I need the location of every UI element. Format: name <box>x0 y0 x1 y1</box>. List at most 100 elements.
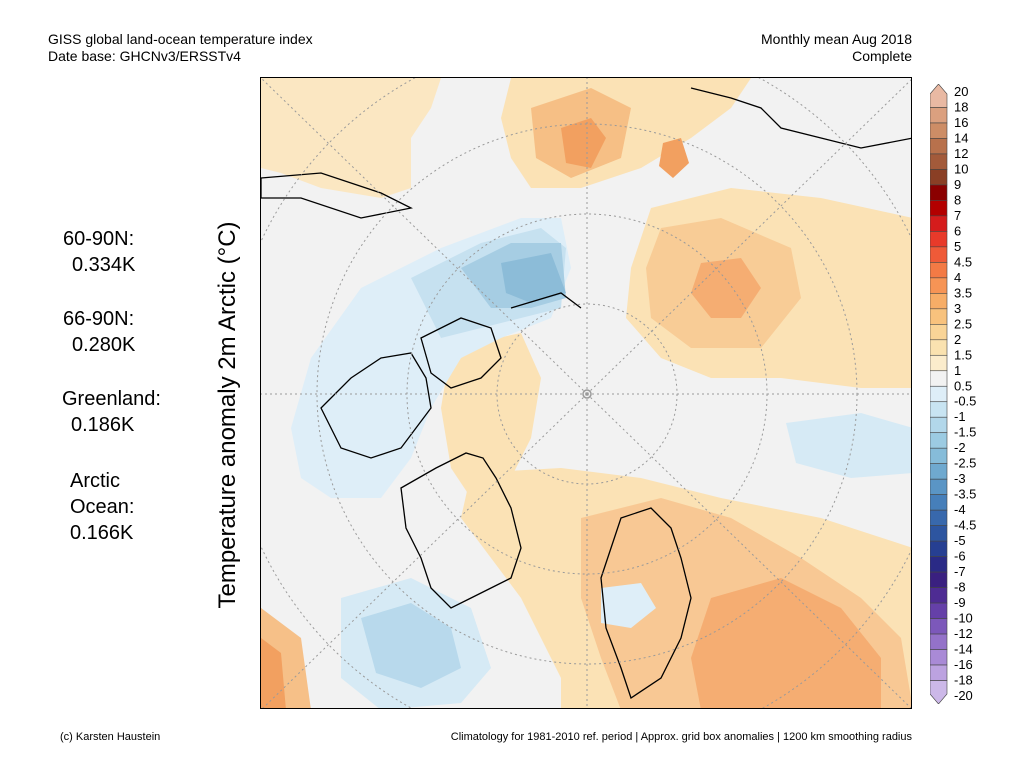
siberia-coast <box>690 87 911 149</box>
stat-region: 60-90N: <box>63 228 135 250</box>
colorbar-tick-label: -6 <box>954 549 966 564</box>
stat-66-90n: 66-90N: 0.280K <box>63 306 135 358</box>
completeness-label: Complete <box>852 48 912 64</box>
stat-arctic-ocean: Arctic Ocean: 0.166K <box>70 468 134 546</box>
colorbar-tick-label: -12 <box>954 626 973 641</box>
colorbar-box <box>930 540 948 557</box>
colorbar-tick-label: -5 <box>954 533 966 548</box>
stat-value: 0.166K <box>70 522 134 544</box>
colorbar-box <box>930 277 948 294</box>
colorbar-tick-label: -10 <box>954 611 973 626</box>
colorbar-box <box>930 308 948 325</box>
colorbar-tick-label: -4.5 <box>954 518 976 533</box>
coastlines <box>261 87 911 700</box>
colorbar-box <box>930 432 948 449</box>
stat-region-line1: Arctic <box>70 470 120 492</box>
baffin-outline <box>320 352 432 459</box>
colorbar-tick-label: 5 <box>954 239 961 254</box>
colorbar-tick-label: 20 <box>954 84 968 99</box>
warm-field-europe-peak <box>691 578 881 708</box>
colorbar-box <box>930 447 948 464</box>
colorbar-tick-label: 4 <box>954 270 961 285</box>
north-pole-marker <box>582 389 592 399</box>
colorbar-tick-label: 3 <box>954 301 961 316</box>
cool-field-pacific-core <box>361 603 461 688</box>
colorbar-box <box>930 525 948 542</box>
stat-greenland: Greenland: 0.186K <box>62 386 161 438</box>
colorbar-box <box>930 478 948 495</box>
colorbar-tick-label: 16 <box>954 115 968 130</box>
colorbar-box <box>930 587 948 604</box>
graticule <box>261 78 911 708</box>
colorbar-tick-label: -1 <box>954 409 966 424</box>
colorbar-tick-label: -7 <box>954 564 966 579</box>
colorbar-tick-label: 2 <box>954 332 961 347</box>
warm-field-nw <box>261 78 441 198</box>
colorbar-box <box>930 324 948 341</box>
arctic-anomaly-map <box>260 77 912 709</box>
colorbar-tick-label: 2.5 <box>954 316 972 331</box>
anomaly-axis-label: Temperature anomaly 2m Arctic (°C) <box>214 221 241 609</box>
colorbar-box <box>930 556 948 573</box>
colorbar-tick-label: 6 <box>954 223 961 238</box>
beaufort-coast <box>510 292 582 309</box>
scandinavia-outline <box>600 507 692 700</box>
index-title: GISS global land-ocean temperature index <box>48 31 313 47</box>
colorbar-boxes <box>930 84 948 704</box>
colorbar-box <box>930 293 948 310</box>
cool-field-ural <box>786 413 911 478</box>
colorbar-tick-label: -20 <box>954 688 973 703</box>
colorbar: 201816141210987654.543.532.521.510.5-0.5… <box>930 84 976 704</box>
colorbar-tick-label: -18 <box>954 673 973 688</box>
colorbar-tick-label: -8 <box>954 580 966 595</box>
colorbar-box <box>930 633 948 650</box>
stat-region: Greenland: <box>62 388 161 410</box>
colorbar-tick-label: 1.5 <box>954 347 972 362</box>
stat-value: 0.334K <box>72 254 136 276</box>
stat-value: 0.280K <box>72 334 136 356</box>
colorbar-box <box>930 184 948 201</box>
colorbar-box <box>930 169 948 186</box>
stat-60-90n: 60-90N: 0.334K <box>63 226 135 278</box>
colorbar-tick-label: 18 <box>954 99 968 114</box>
colorbar-box <box>930 664 948 681</box>
colorbar-box <box>930 262 948 279</box>
colorbar-labels: 201816141210987654.543.532.521.510.5-0.5… <box>954 84 976 703</box>
cool-field-barents <box>601 583 656 628</box>
colorbar-tick-label: -14 <box>954 642 973 657</box>
colorbar-box <box>930 153 948 170</box>
colorbar-tick-label: -3 <box>954 471 966 486</box>
colorbar-tick-label: -3.5 <box>954 487 976 502</box>
colorbar-tick-label: 9 <box>954 177 961 192</box>
colorbar-tick-label: 10 <box>954 161 968 176</box>
colorbar-box <box>930 339 948 356</box>
colorbar-tick-label: 1 <box>954 363 961 378</box>
warm-field-canadian-archipelago <box>441 333 541 498</box>
colorbar-box <box>930 231 948 248</box>
methodology-text: Climatology for 1981-2010 ref. period | … <box>450 731 912 743</box>
colorbar-box <box>930 416 948 434</box>
map-svg <box>261 78 911 708</box>
colorbar-tick-label: -4 <box>954 502 966 517</box>
cool-field-beaufort-peak <box>501 253 566 303</box>
credit-text: (c) Karsten Haustein <box>60 731 161 743</box>
colorbar-box <box>930 138 948 155</box>
meridian <box>586 393 911 708</box>
data-base-label: Date base: GHCNv3/ERSSTv4 <box>48 48 241 64</box>
colorbar-tick-label: -0.5 <box>954 394 976 409</box>
colorbar-tick-label: -9 <box>954 595 966 610</box>
colorbar-tick-label: 8 <box>954 192 961 207</box>
colorbar-box <box>930 602 948 619</box>
colorbar-box <box>930 107 948 124</box>
stat-region-line2: Ocean: <box>70 496 135 518</box>
colorbar-tick-label: -2 <box>954 440 966 455</box>
greenland-outline <box>400 452 522 609</box>
colorbar-box <box>930 200 948 217</box>
colorbar-box <box>930 618 948 635</box>
colorbar-box <box>930 246 948 263</box>
colorbar-box <box>930 370 948 387</box>
colorbar-tick-label: 4.5 <box>954 254 972 269</box>
warm-field-sw-peak <box>261 638 286 708</box>
colorbar-tick-label: -2.5 <box>954 456 976 471</box>
colorbar-box <box>930 122 948 139</box>
